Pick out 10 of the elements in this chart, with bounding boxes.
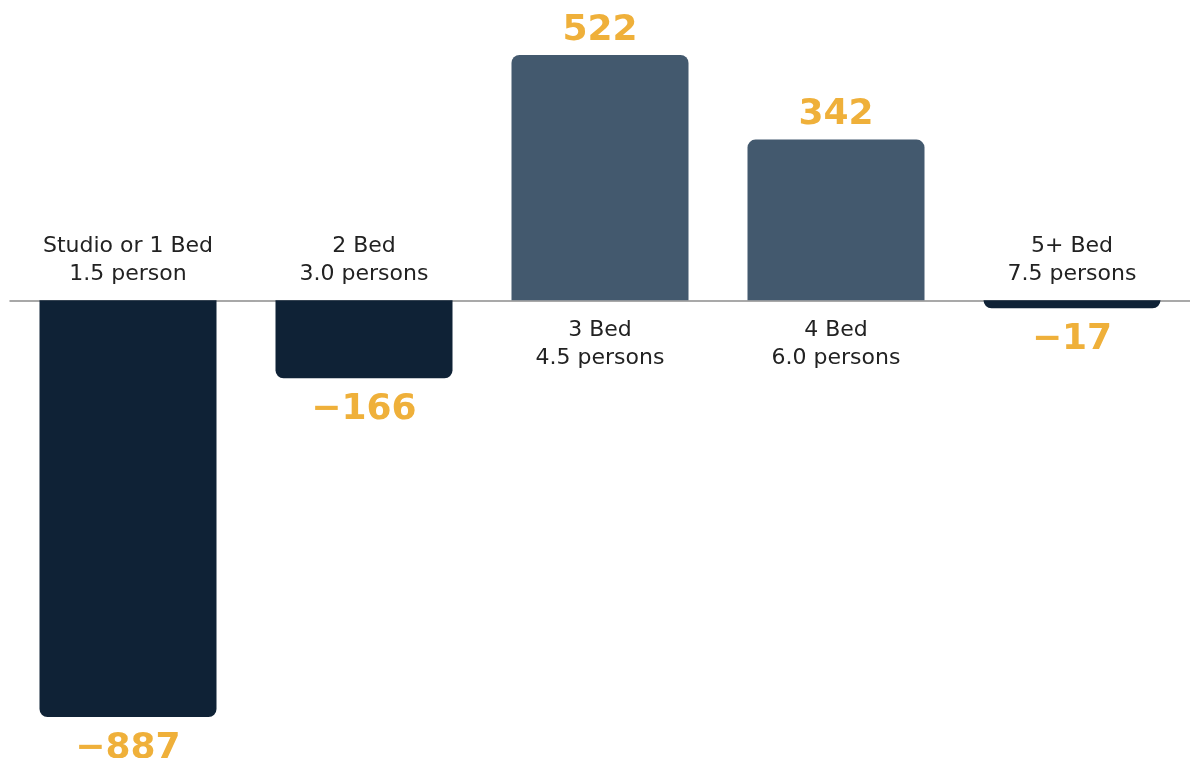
- data-label: −887: [75, 724, 181, 758]
- x-tick-label: 4 Bed 6.0 persons: [771, 315, 901, 369]
- x-tick-label: 5+ Bed 7.5 persons: [1007, 231, 1137, 285]
- data-label: 522: [562, 6, 638, 48]
- x-tick-label: 2 Bed 3.0 persons: [299, 231, 429, 285]
- data-label: −166: [311, 385, 417, 427]
- x-tick-label: 3 Bed 4.5 persons: [535, 315, 665, 369]
- data-label: −17: [1031, 315, 1113, 357]
- x-tick-label: Studio or 1 Bed 1.5 person: [42, 231, 214, 285]
- data-label: 342: [798, 91, 874, 133]
